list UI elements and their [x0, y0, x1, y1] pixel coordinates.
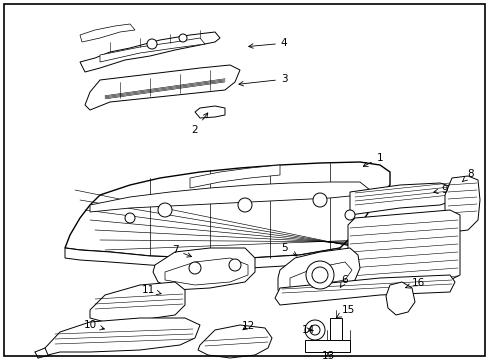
Polygon shape: [385, 282, 414, 315]
Circle shape: [311, 267, 327, 283]
Text: 2: 2: [191, 113, 207, 135]
Circle shape: [189, 262, 201, 274]
Polygon shape: [198, 325, 271, 358]
Circle shape: [305, 261, 333, 289]
Polygon shape: [305, 340, 349, 352]
Circle shape: [309, 325, 319, 335]
Text: 12: 12: [241, 321, 254, 331]
Text: 4: 4: [248, 38, 287, 48]
Polygon shape: [195, 106, 224, 118]
Text: 15: 15: [336, 305, 354, 318]
Polygon shape: [80, 32, 220, 72]
Polygon shape: [190, 165, 280, 188]
Polygon shape: [329, 318, 341, 342]
Polygon shape: [444, 176, 479, 232]
Polygon shape: [85, 65, 240, 110]
Text: 14: 14: [301, 325, 314, 335]
Text: 11: 11: [141, 285, 161, 295]
Text: 10: 10: [83, 320, 104, 330]
Circle shape: [158, 203, 172, 217]
Circle shape: [125, 213, 135, 223]
Text: 6: 6: [340, 275, 347, 288]
Circle shape: [228, 259, 241, 271]
Polygon shape: [90, 282, 184, 322]
Text: 9: 9: [433, 185, 447, 195]
Circle shape: [147, 39, 157, 49]
Circle shape: [179, 34, 186, 42]
Polygon shape: [347, 210, 459, 288]
Polygon shape: [153, 248, 254, 290]
Polygon shape: [289, 262, 351, 290]
Text: 5: 5: [281, 243, 296, 256]
Text: 13: 13: [321, 351, 334, 360]
Text: 16: 16: [405, 278, 424, 288]
Text: 7: 7: [171, 245, 191, 257]
Circle shape: [305, 320, 325, 340]
Circle shape: [312, 193, 326, 207]
Polygon shape: [349, 183, 454, 215]
Text: 3: 3: [239, 74, 287, 86]
Polygon shape: [164, 258, 247, 285]
Polygon shape: [45, 318, 200, 355]
Text: 1: 1: [363, 153, 383, 166]
Polygon shape: [65, 248, 339, 268]
Circle shape: [345, 210, 354, 220]
Polygon shape: [80, 24, 135, 42]
Polygon shape: [100, 38, 204, 62]
Polygon shape: [65, 162, 389, 258]
Circle shape: [238, 198, 251, 212]
Polygon shape: [274, 275, 454, 305]
Text: 8: 8: [462, 169, 473, 181]
Polygon shape: [90, 182, 369, 212]
Polygon shape: [278, 248, 359, 300]
